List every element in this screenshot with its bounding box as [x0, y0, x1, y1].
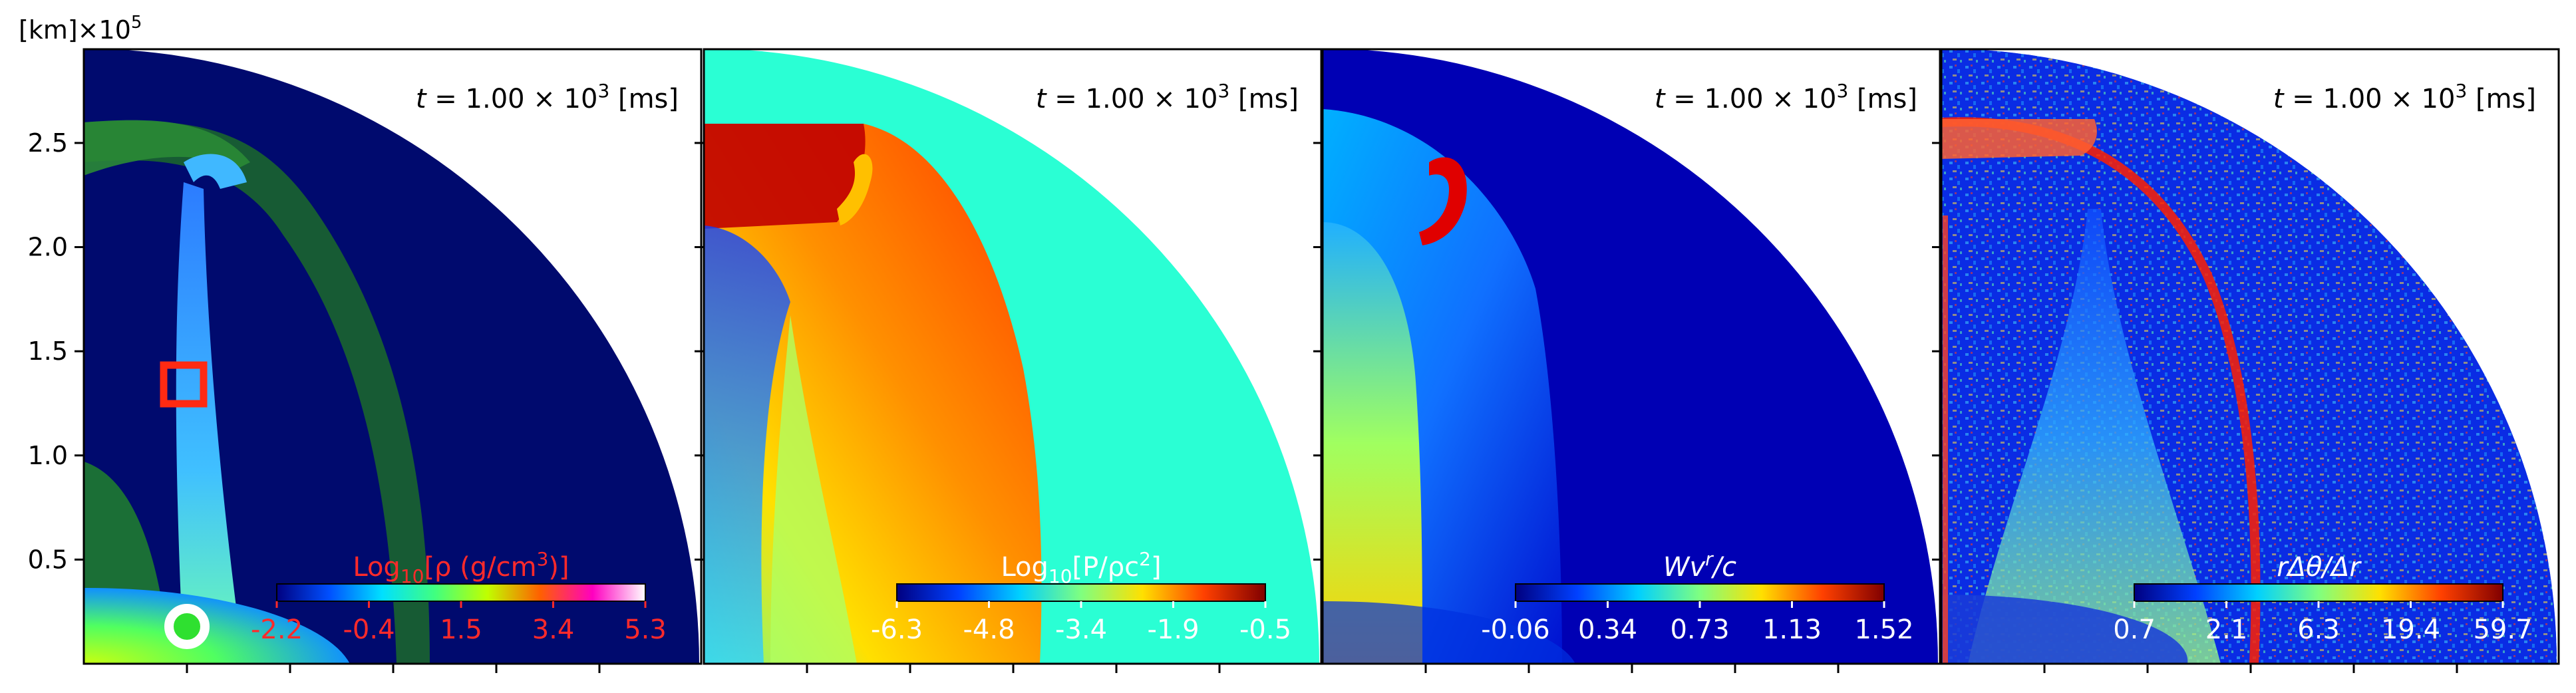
- panel-resolution: t = 1.00 × 103 [ms] rΔθ/Δr 0.7 2.1 6.3 19.4 59…: [1932, 48, 2560, 673]
- colorbar-tick-label: -0.5: [1239, 615, 1291, 645]
- colorbar-tick-label: -3.4: [1055, 615, 1107, 645]
- density-core: [84, 587, 350, 664]
- panel-velocity: t = 1.00 × 103 [ms] Wvr/c -0.06 0.34 0.73 1.1…: [1313, 48, 1941, 673]
- y-tick-label: 1.5: [28, 337, 68, 366]
- density-shell: [84, 120, 430, 664]
- colorbar: Log10[ρ (g/cm3)] -2.2 -0.4 1.5 3.4 5.3: [251, 548, 667, 645]
- pressure-cap: [704, 124, 866, 229]
- y-tick-label: 2.0: [28, 233, 68, 262]
- y-tick-label: 1.0: [28, 441, 68, 470]
- colorbar: Wvr/c -0.06 0.34 0.73 1.13 1.52: [1481, 548, 1913, 645]
- time-annotation: t = 1.00 × 103 [ms]: [2273, 80, 2536, 114]
- resolution-cone: [1968, 209, 2221, 664]
- colorbar: rΔθ/Δr 0.7 2.1 6.3 19.4 59.7: [2113, 552, 2532, 645]
- colorbar-tick-label: 1.5: [440, 615, 482, 645]
- time-annotation: t = 1.00 × 103 [ms]: [416, 80, 679, 114]
- colorbar-tick-label: 6.3: [2297, 615, 2340, 645]
- colorbar-tick-label: -6.3: [871, 615, 923, 645]
- pressure-jet: [704, 225, 790, 664]
- colorbar-tick-label: 2.1: [2205, 615, 2248, 645]
- velocity-core: [1323, 601, 1575, 664]
- resolution-cap: [1941, 119, 2097, 159]
- colorbar-tick-label: -2.2: [251, 615, 303, 645]
- colorbar-label: rΔθ/Δr: [2277, 552, 2362, 583]
- y-tick-label: 0.5: [28, 545, 68, 574]
- time-annotation: t = 1.00 × 103 [ms]: [1036, 80, 1299, 114]
- colorbar-tick-label: -4.8: [963, 615, 1015, 645]
- velocity-jet-tip: [1419, 157, 1467, 245]
- panel-pressure: t = 1.00 × 103 [ms] Log10[P/ρc2] -6.3 -4.8 -…: [695, 48, 1323, 673]
- velocity-base: [1323, 222, 1422, 664]
- colorbar-tick-label: 3.4: [532, 615, 575, 645]
- colorbar-gradient: [2134, 583, 2503, 602]
- colorbar-gradient: [1515, 583, 1885, 602]
- pressure-base: [770, 315, 857, 664]
- colorbar-tick-label: 59.7: [2473, 615, 2532, 645]
- colorbar-label: Log10[P/ρc2]: [1001, 548, 1161, 587]
- heatmap-background: [84, 49, 699, 664]
- origin-marker: [164, 604, 210, 649]
- panel-density: 0.5 1.0 1.5 2.0 2.5 t = 1.00 × 103 [ms] Log10[…: [28, 48, 703, 673]
- colorbar: Log10[P/ρc2] -6.3 -4.8 -3.4 -1.9 -0.5: [871, 548, 1291, 645]
- colorbar-tick-label: 1.13: [1762, 615, 1822, 645]
- colorbar-tick-label: 19.4: [2381, 615, 2440, 645]
- colorbar-gradient: [276, 583, 646, 602]
- density-upper-flow: [84, 120, 250, 176]
- colorbar-tick-label: 1.52: [1854, 615, 1913, 645]
- colorbar-tick-label: -1.9: [1147, 615, 1199, 645]
- density-jet: [176, 182, 243, 664]
- zoom-box-marker: [160, 361, 208, 408]
- colorbar-tick-label: 0.7: [2113, 615, 2156, 645]
- time-annotation: t = 1.00 × 103 [ms]: [1655, 80, 1917, 114]
- y-tick-label: 2.5: [28, 128, 68, 158]
- y-unit-label: [km]×105: [19, 13, 142, 45]
- colorbar-label: Wvr/c: [1663, 548, 1736, 583]
- colorbar-label: Log10[ρ (g/cm3)]: [353, 548, 569, 587]
- colorbar-tick-label: 0.34: [1578, 615, 1637, 645]
- colorbar-tick-label: -0.4: [343, 615, 395, 645]
- resolution-core: [1941, 594, 2188, 664]
- colorbar-tick-label: -0.06: [1481, 615, 1550, 645]
- colorbar-gradient: [896, 583, 1266, 602]
- colorbar-tick-label: 0.73: [1670, 615, 1729, 645]
- colorbar-tick-label: 5.3: [624, 615, 667, 645]
- pressure-jet-head: [837, 154, 873, 225]
- density-jet-head: [184, 154, 247, 189]
